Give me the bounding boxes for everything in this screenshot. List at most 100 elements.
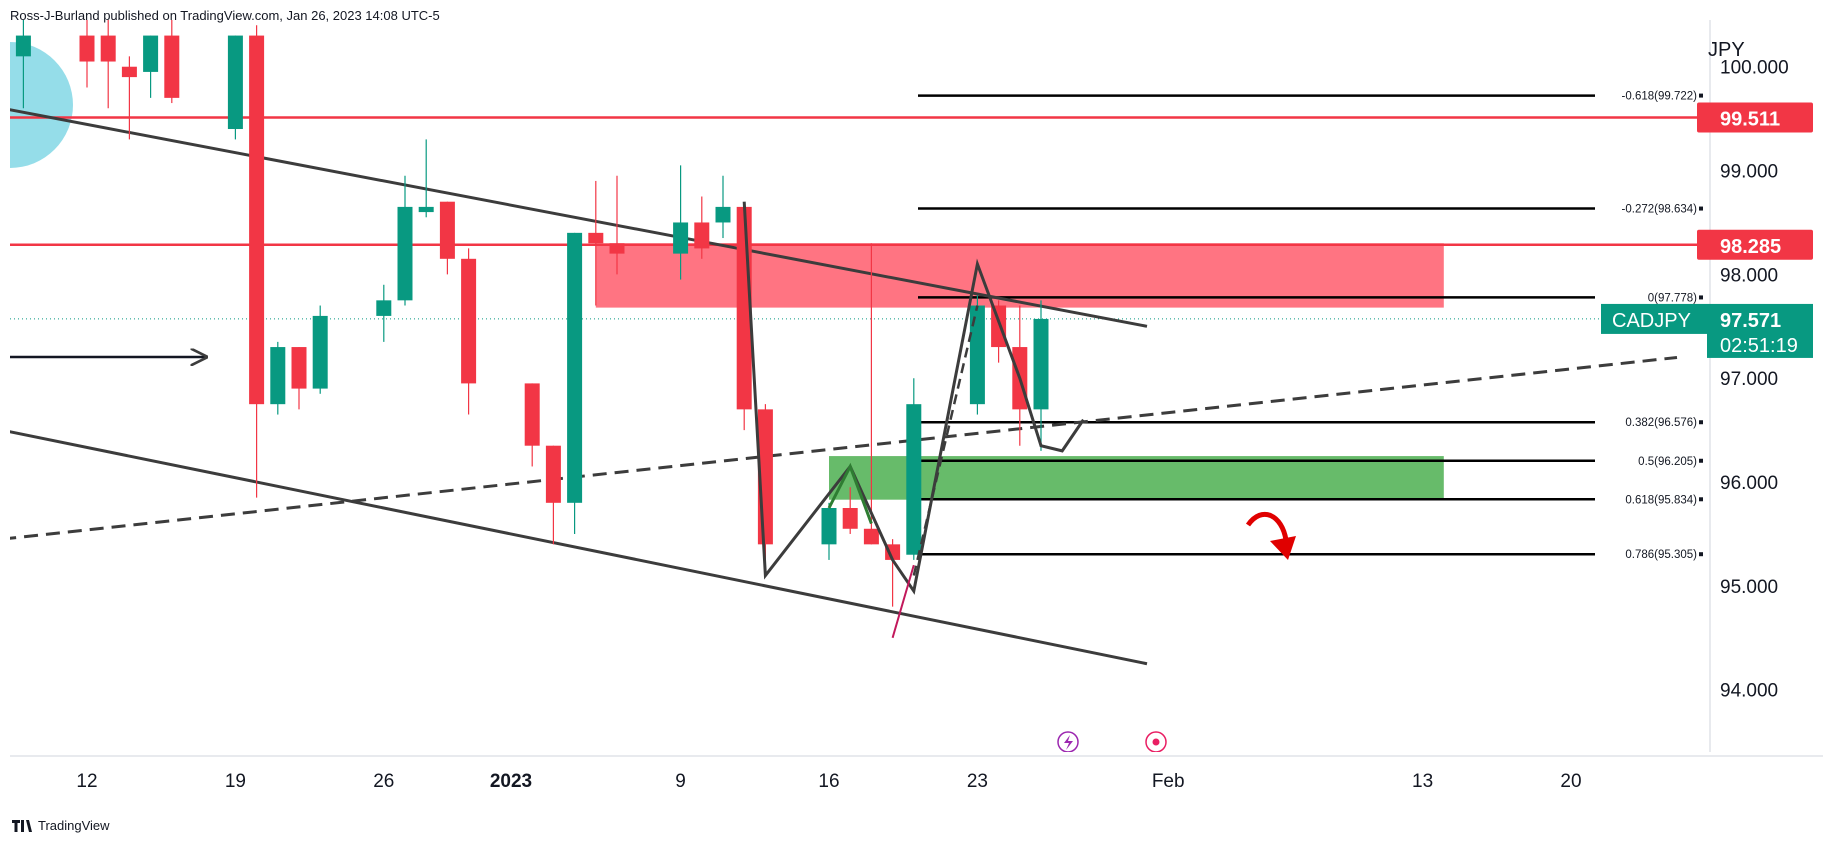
candle[interactable]	[164, 15, 180, 104]
time-tick-label: 2023	[490, 771, 532, 792]
candle[interactable]	[1033, 300, 1049, 451]
candle[interactable]	[439, 201, 455, 275]
candle[interactable]	[524, 383, 540, 467]
price-tick-label: 97.000	[1720, 369, 1778, 390]
trendline[interactable]	[2, 108, 1148, 328]
fib-level-marker	[1699, 420, 1703, 425]
tradingview-logo-icon	[12, 819, 32, 832]
candle[interactable]	[842, 487, 858, 534]
dashed-trendline[interactable]	[2, 355, 1678, 540]
candle[interactable]	[588, 180, 604, 306]
candle[interactable]	[906, 378, 922, 560]
candle[interactable]	[609, 175, 625, 275]
candle[interactable]	[249, 25, 265, 498]
candle[interactable]	[694, 196, 710, 259]
time-axis[interactable]: 12 19 26 2023 9 16 23 Feb 13 20	[10, 755, 1823, 792]
candle-body	[906, 404, 922, 555]
candle[interactable]	[545, 445, 561, 545]
fib-level-marker	[1699, 93, 1703, 98]
candle-body	[164, 35, 180, 98]
price-label-box[interactable]	[1697, 229, 1813, 260]
candle[interactable]	[567, 232, 583, 534]
candle-body	[694, 222, 710, 249]
candle-body	[79, 35, 95, 62]
candle[interactable]	[863, 243, 879, 545]
green-pattern-path[interactable]	[827, 462, 873, 525]
candle-body	[609, 243, 625, 254]
candle[interactable]	[0, 4, 10, 82]
candle-body	[991, 305, 1007, 348]
fib-level-label: 0.382(96.576)	[1625, 417, 1697, 429]
candle[interactable]	[79, 4, 95, 88]
time-tick-label: 9	[675, 771, 686, 792]
candle-body	[0, 36, 10, 57]
candle-body	[1033, 318, 1049, 410]
candle[interactable]	[143, 35, 159, 98]
candle[interactable]	[291, 347, 307, 410]
countdown-label: 02:51:19	[1720, 335, 1798, 357]
candle[interactable]	[397, 175, 413, 306]
price-tick-label: 99.000	[1720, 162, 1778, 183]
plot-area[interactable]: -0.618(99.722) -0.272(98.634) 0(97.778) 0.3…	[0, 4, 1710, 752]
candle[interactable]	[821, 502, 837, 560]
projection-leg[interactable]	[912, 305, 979, 576]
circle-drawing[interactable]	[0, 42, 73, 168]
time-tick-label: 20	[1560, 771, 1581, 792]
candle[interactable]	[969, 295, 985, 415]
time-tick-label: 19	[225, 771, 246, 792]
fib-level-label: 0(97.778)	[1648, 292, 1697, 304]
time-tick-label: 13	[1412, 771, 1433, 792]
candle[interactable]	[991, 300, 1007, 363]
candle[interactable]	[15, 15, 31, 109]
candle-body	[376, 300, 392, 316]
candle-body	[121, 66, 137, 78]
trendline[interactable]	[2, 430, 1148, 666]
current-price-box[interactable]	[1707, 303, 1813, 358]
candle-body	[143, 35, 159, 72]
fib-level-label: -0.272(98.634)	[1622, 204, 1698, 216]
fib-level-label: 0.618(95.834)	[1625, 494, 1697, 506]
candle-body	[588, 232, 604, 244]
candle-body	[969, 305, 985, 405]
price-label-text: 98.285	[1720, 236, 1781, 258]
red-curved-arrow[interactable]	[1245, 511, 1289, 541]
candle[interactable]	[376, 284, 392, 342]
lightning-event-icon[interactable]	[1057, 731, 1079, 752]
candle-body	[397, 206, 413, 301]
candle[interactable]	[312, 305, 328, 394]
fib-level-marker	[1699, 458, 1703, 463]
price-tick-label: 94.000	[1720, 681, 1778, 702]
candle-body	[100, 35, 116, 62]
candle-body	[567, 232, 583, 503]
tradingview-footer[interactable]: TradingView	[12, 818, 110, 833]
time-tick-label: Feb	[1152, 771, 1185, 792]
symbol-label: CADJPY	[1612, 310, 1691, 332]
candle[interactable]	[121, 56, 137, 140]
candle-body	[524, 383, 540, 446]
red-arrow-head	[1270, 536, 1296, 560]
price-tick-label: 100.000	[1720, 58, 1789, 79]
candle[interactable]	[270, 341, 286, 415]
candle-body	[291, 347, 307, 389]
red-tick-mark	[891, 564, 915, 639]
candle-body	[418, 206, 434, 213]
price-label-box[interactable]	[1697, 102, 1813, 133]
candle-body	[715, 206, 731, 223]
candle[interactable]	[461, 248, 477, 415]
current-price-label: 97.571	[1720, 310, 1781, 332]
candle[interactable]	[227, 35, 243, 140]
lightning-icon	[1064, 735, 1073, 750]
candle-body	[821, 508, 837, 545]
candle[interactable]	[673, 165, 689, 280]
candle[interactable]	[418, 139, 434, 218]
currency-label: JPY	[1708, 39, 1745, 61]
economic-event-icon[interactable]	[1145, 731, 1167, 752]
candle[interactable]	[715, 175, 731, 239]
fib-level-label: -0.618(99.722)	[1622, 91, 1698, 103]
harmonic-pattern-path[interactable]	[742, 201, 1085, 595]
candle[interactable]	[100, 4, 116, 109]
symbol-label-box[interactable]	[1601, 303, 1707, 334]
price-tick-label: 95.000	[1720, 577, 1778, 598]
